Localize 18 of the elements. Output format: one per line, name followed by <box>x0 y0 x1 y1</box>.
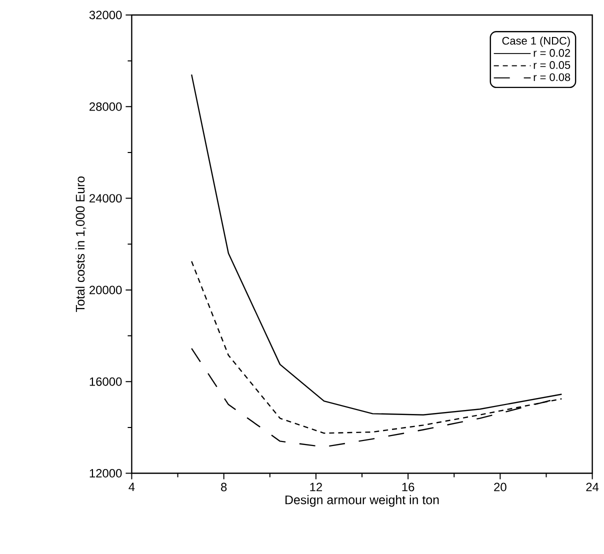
y-tick-label: 32000 <box>89 10 122 20</box>
y-tick-label: 28000 <box>90 102 122 111</box>
legend-label: r = 0.02 <box>534 49 570 57</box>
legend-label: r = 0.08 <box>534 73 570 82</box>
y-tick-label: 24000 <box>90 194 122 203</box>
x-tick-label: 4 <box>128 482 135 492</box>
y-tick-label: 16000 <box>90 377 122 386</box>
x-tick-label: 12 <box>310 482 322 492</box>
y-axis-title: Total costs in 1,000 Euro <box>75 176 86 312</box>
legend-title: Case 1 (NDC) <box>502 36 570 47</box>
y-tick-label: 12000 <box>90 469 122 478</box>
legend-label: r = 0.05 <box>534 61 570 69</box>
x-tick-label: 24 <box>586 482 599 492</box>
y-tick-label: 20000 <box>90 286 122 294</box>
x-tick-label: 16 <box>402 482 414 492</box>
x-axis-title: Design armour weight in ton <box>285 495 439 507</box>
x-tick-label: 8 <box>221 482 227 492</box>
x-tick-label: 20 <box>494 482 506 492</box>
